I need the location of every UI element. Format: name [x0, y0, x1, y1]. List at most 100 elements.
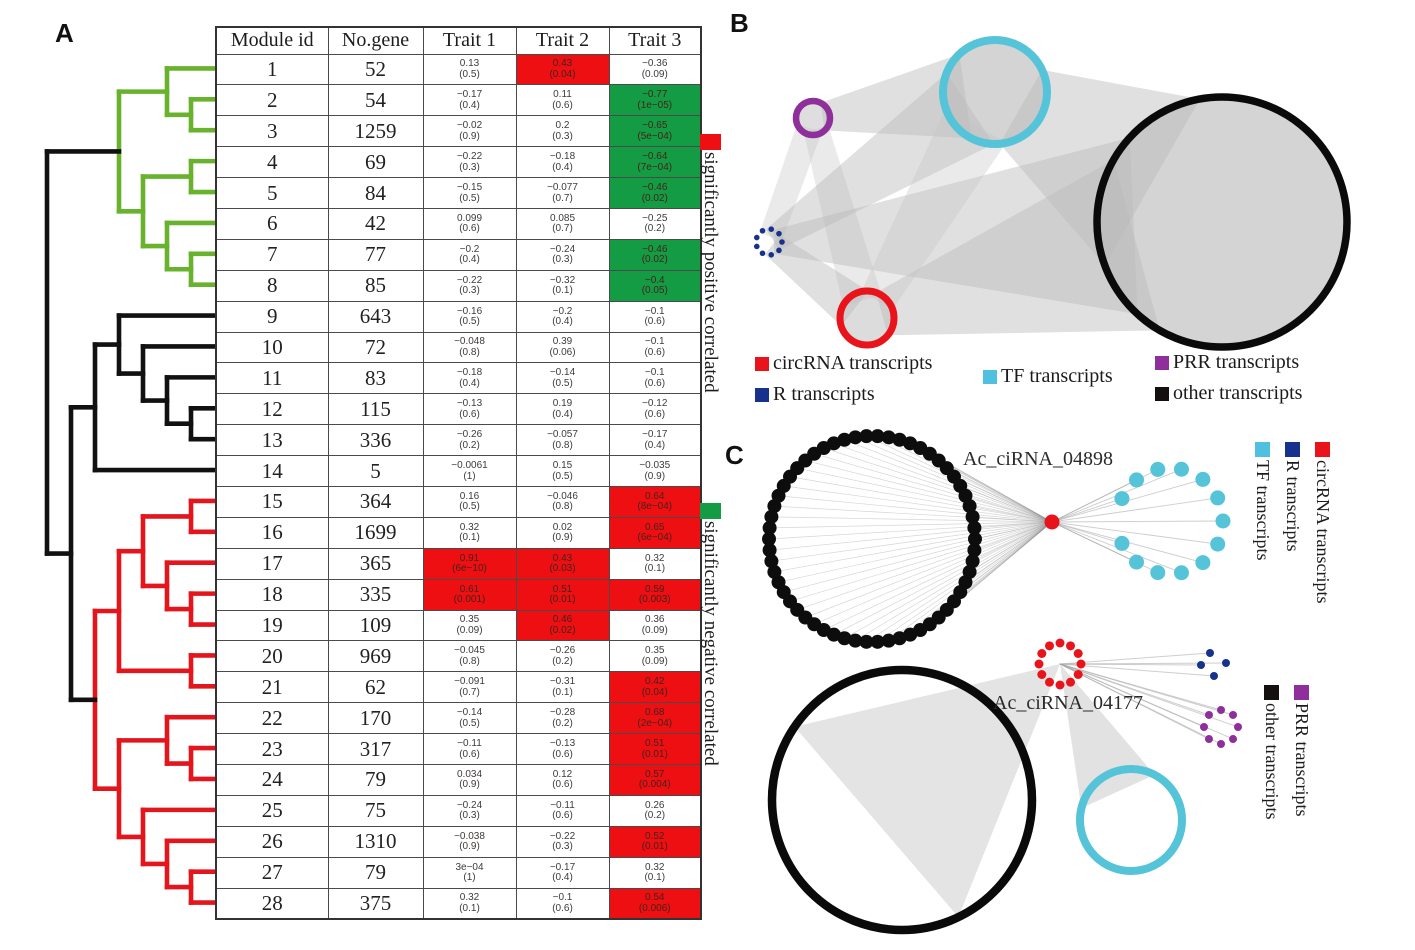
module-id-cell: 19 — [215, 609, 329, 642]
c-legend-r: R transcripts — [1282, 442, 1303, 552]
c-prr-color-swatch — [1294, 685, 1309, 700]
trait-1-cell: −0.26 (0.2) — [422, 424, 517, 457]
c-legend-prr: PRR transcripts — [1291, 685, 1312, 817]
c-r-color-swatch — [1285, 442, 1300, 457]
trait-3-cell: 0.68 (2e−04) — [608, 702, 702, 735]
gene-count-cell: 54 — [327, 84, 424, 117]
module-id-cell: 10 — [215, 331, 329, 364]
gene-count-cell: 643 — [327, 300, 424, 333]
trait-2-cell: −0.26 (0.2) — [515, 640, 610, 673]
c-other-color-swatch — [1264, 685, 1279, 700]
table-row: 18 335 0.61 (0.001) 0.51 (0.01) 0.59 (0.003) — [215, 578, 702, 611]
table-row: 15 364 0.16 (0.5) −0.046 (0.8) 0.64 (8e−04) — [215, 485, 702, 518]
r-legend-label: R transcripts — [773, 383, 875, 405]
table-row: 22 170 −0.14 (0.5) −0.28 (0.2) 0.68 (2e−04) — [215, 702, 702, 735]
trait-2-cell: 0.15 (0.5) — [515, 455, 610, 487]
module-id-cell: 9 — [215, 300, 329, 333]
trait-2-cell: 0.19 (0.4) — [515, 393, 610, 426]
trait-1-cell: −0.045 (0.8) — [422, 640, 517, 673]
trait-1-cell: 0.35 (0.09) — [422, 609, 517, 642]
c-legend-tf: TF transcripts — [1252, 442, 1273, 561]
trait-3-cell: −0.12 (0.6) — [608, 393, 702, 426]
table-row: 16 1699 0.32 (0.1) 0.02 (0.9) 0.65 (6e−04) — [215, 516, 702, 549]
module-id-cell: 23 — [215, 733, 329, 765]
module-id-cell: 13 — [215, 424, 329, 457]
table-row: 2 54 −0.17 (0.4) 0.11 (0.6) −0.77 (1e−05) — [215, 84, 702, 117]
module-id-cell: 12 — [215, 393, 329, 426]
trait-3-cell: 0.54 (0.006) — [608, 887, 702, 920]
c-tf-legend-label: TF transcripts — [1253, 460, 1273, 561]
negative-color-swatch — [699, 503, 721, 519]
column-header: Trait 3 — [608, 26, 702, 55]
trait-2-cell: −0.057 (0.8) — [515, 424, 610, 457]
trait-3-cell: 0.42 (0.04) — [608, 671, 702, 704]
panel-c-bottom-network — [767, 638, 1242, 935]
module-id-cell: 5 — [215, 177, 329, 209]
trait-1-cell: −0.11 (0.6) — [422, 733, 517, 765]
module-id-cell: 22 — [215, 702, 329, 735]
trait-3-cell: −0.4 (0.05) — [608, 269, 702, 302]
column-header: Trait 2 — [515, 26, 610, 55]
gene-count-cell: 83 — [327, 362, 424, 395]
c-circrna-legend-label: circRNA transcripts — [1313, 460, 1333, 604]
trait-2-cell: 0.11 (0.6) — [515, 84, 610, 117]
cirna-04898-label: Ac_ciRNA_04898 — [963, 448, 1113, 470]
table-row: 12 115 −0.13 (0.6) 0.19 (0.4) −0.12 (0.6) — [215, 393, 702, 426]
table-row: 24 79 0.034 (0.9) 0.12 (0.6) 0.57 (0.004) — [215, 763, 702, 796]
trait-3-cell: 0.52 (0.01) — [608, 825, 702, 858]
trait-1-cell: −0.2 (0.4) — [422, 238, 517, 271]
table-row: 19 109 0.35 (0.09) 0.46 (0.02) 0.36 (0.09) — [215, 609, 702, 642]
other-legend-label: other transcripts — [1173, 382, 1303, 404]
trait-1-cell: −0.091 (0.7) — [422, 671, 517, 704]
gene-count-cell: 62 — [327, 671, 424, 704]
module-id-cell: 6 — [215, 207, 329, 240]
table-row: 7 77 −0.2 (0.4) −0.24 (0.3) −0.46 (0.02) — [215, 238, 702, 271]
trait-2-cell: 0.12 (0.6) — [515, 763, 610, 796]
c-prr-legend-label: PRR transcripts — [1292, 703, 1312, 817]
trait-1-cell: −0.13 (0.6) — [422, 393, 517, 426]
trait-3-cell: −0.17 (0.4) — [608, 424, 702, 457]
trait-1-cell: 0.32 (0.1) — [422, 516, 517, 549]
table-row: 25 75 −0.24 (0.3) −0.11 (0.6) 0.26 (0.2) — [215, 794, 702, 827]
table-row: 17 365 0.91 (6e−10) 0.43 (0.03) 0.32 (0.1) — [215, 547, 702, 580]
table-row: 23 317 −0.11 (0.6) −0.13 (0.6) 0.51 (0.01) — [215, 733, 702, 765]
module-id-cell: 27 — [215, 856, 329, 889]
table-row: 9 643 −0.16 (0.5) −0.2 (0.4) −0.1 (0.6) — [215, 300, 702, 333]
panel-c-label: C — [725, 440, 744, 470]
trait-3-cell: −0.46 (0.02) — [608, 238, 702, 271]
gene-count-cell: 364 — [327, 485, 424, 518]
trait-3-cell: 0.59 (0.003) — [608, 578, 702, 611]
module-id-cell: 11 — [215, 362, 329, 395]
trait-2-cell: −0.14 (0.5) — [515, 362, 610, 395]
trait-2-cell: −0.11 (0.6) — [515, 794, 610, 827]
gene-count-cell: 336 — [327, 424, 424, 457]
gene-count-cell: 52 — [327, 53, 424, 86]
trait-1-cell: 0.034 (0.9) — [422, 763, 517, 796]
trait-2-cell: 0.51 (0.01) — [515, 578, 610, 611]
trait-3-cell: −0.1 (0.6) — [608, 362, 702, 395]
positive-color-swatch — [699, 134, 721, 150]
module-id-cell: 2 — [215, 84, 329, 117]
gene-count-cell: 79 — [327, 856, 424, 889]
gene-count-cell: 115 — [327, 393, 424, 426]
module-id-cell: 15 — [215, 485, 329, 518]
trait-3-cell: −0.65 (5e−04) — [608, 115, 702, 148]
trait-2-cell: 0.46 (0.02) — [515, 609, 610, 642]
panel-a-label: A — [55, 18, 74, 48]
gene-count-cell: 85 — [327, 269, 424, 302]
column-header: No.gene — [327, 26, 424, 55]
trait-1-cell: 0.32 (0.1) — [422, 887, 517, 920]
tf-legend-label: TF transcripts — [1001, 365, 1113, 387]
module-id-cell: 3 — [215, 115, 329, 148]
trait-1-cell: −0.24 (0.3) — [422, 794, 517, 827]
trait-1-cell: −0.14 (0.5) — [422, 702, 517, 735]
trait-1-cell: 3e−04 (1) — [422, 856, 517, 889]
trait-2-cell: −0.1 (0.6) — [515, 887, 610, 920]
gene-count-cell: 79 — [327, 763, 424, 796]
panel-c-top-network — [762, 429, 1231, 649]
legend-circrna: circRNA transcripts — [755, 352, 932, 375]
gene-count-cell: 77 — [327, 238, 424, 271]
trait-1-cell: 0.099 (0.6) — [422, 207, 517, 240]
